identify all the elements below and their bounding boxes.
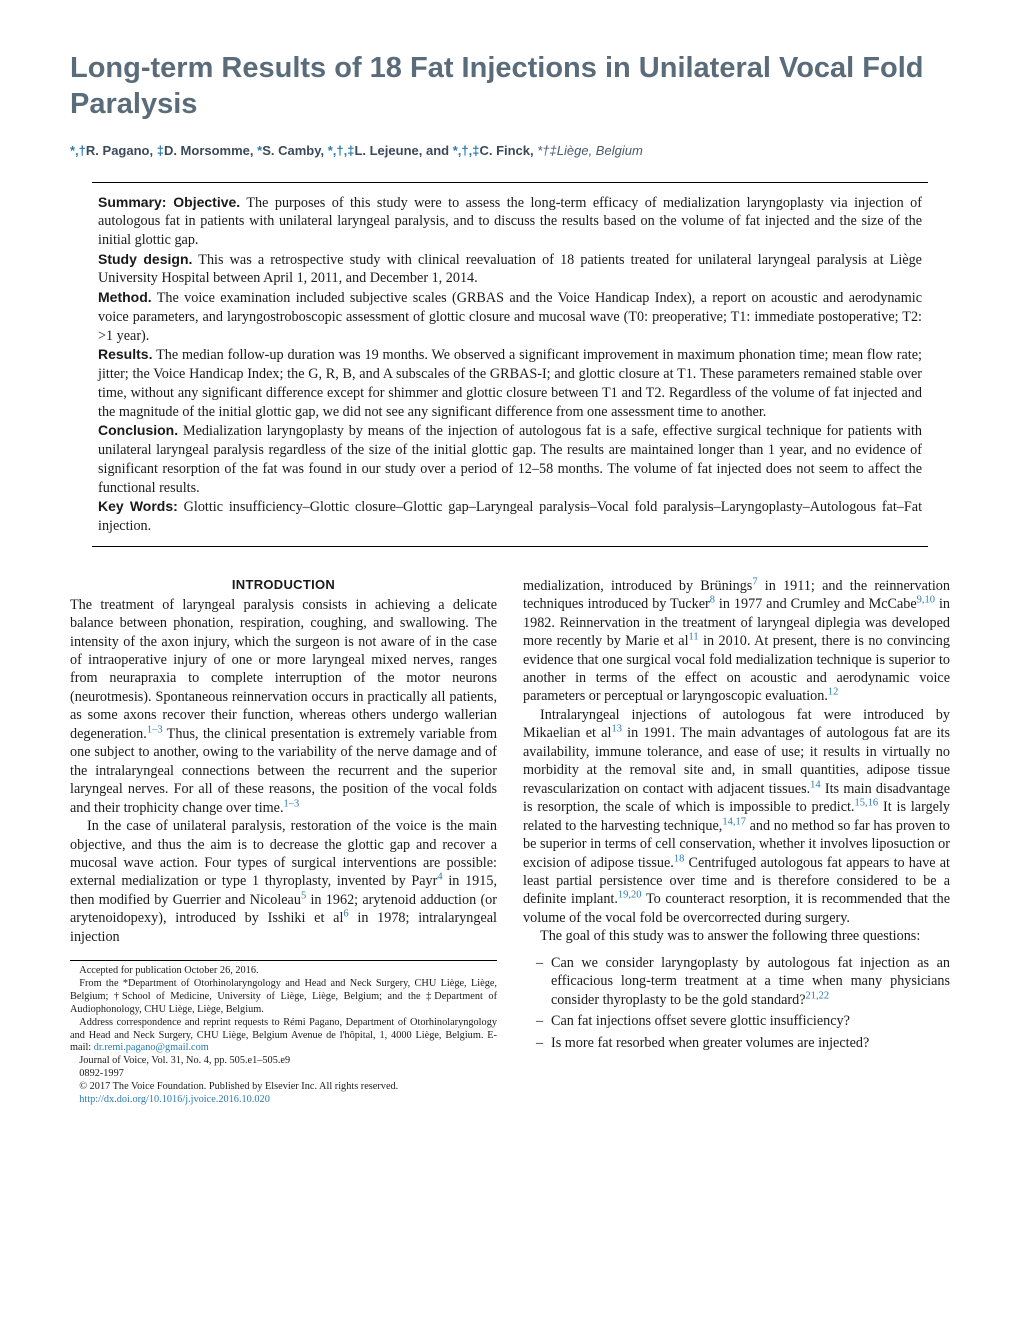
keywords-label: Key Words: (98, 498, 178, 514)
intro-paragraph-2: In the case of unilateral paralysis, res… (70, 817, 497, 946)
intro-p1-text-a: The treatment of laryngeal paralysis con… (70, 597, 497, 742)
citation-link[interactable]: 18 (674, 853, 685, 864)
citation-link[interactable]: 14,17 (722, 816, 746, 827)
summary-label: Summary: Objective. (98, 194, 240, 210)
footnote-doi: http://dx.doi.org/10.1016/j.jvoice.2016.… (70, 1094, 497, 1107)
conclusion-label: Conclusion. (98, 422, 178, 438)
citation-link[interactable]: 11 (689, 631, 699, 642)
abstract-objective: Summary: Objective. The purposes of this… (98, 193, 922, 250)
research-question-3: Is more fat resorbed when greater volume… (551, 1034, 950, 1052)
abstract-method: Method. The voice examination included s… (98, 288, 922, 345)
introduction-heading: INTRODUCTION (70, 577, 497, 594)
question-1-text: Can we consider laryngoplasty by autolog… (551, 955, 950, 1008)
design-label: Study design. (98, 251, 192, 267)
intro-paragraph-1: The treatment of laryngeal paralysis con… (70, 596, 497, 817)
abstract-results: Results. The median follow-up duration w… (98, 345, 922, 421)
footnote-copyright: © 2017 The Voice Foundation. Published b… (70, 1081, 497, 1094)
col2-p1-text-a: medialization, introduced by Brünings (523, 578, 752, 594)
abstract-box: Summary: Objective. The purposes of this… (92, 182, 928, 547)
footnote-journal: Journal of Voice, Vol. 31, No. 4, pp. 50… (70, 1055, 497, 1068)
doi-link[interactable]: http://dx.doi.org/10.1016/j.jvoice.2016.… (79, 1094, 270, 1105)
footnote-correspondence: Address correspondence and reprint reque… (70, 1017, 497, 1056)
citation-link[interactable]: 15,16 (854, 797, 878, 808)
research-questions-list: Can we consider laryngoplasty by autolog… (523, 954, 950, 1052)
footnote-issn: 0892-1997 (70, 1068, 497, 1081)
article-title: Long-term Results of 18 Fat Injections i… (70, 50, 950, 123)
right-column: medialization, introduced by Brünings7 i… (523, 577, 950, 1107)
citation-link[interactable]: 1–3 (147, 724, 163, 735)
abstract-keywords: Key Words: Glottic insufficiency–Glottic… (98, 497, 922, 535)
conclusion-text: Medialization laryngoplasty by means of … (98, 423, 922, 495)
author-list: *,†R. Pagano, ‡D. Morsomme, *S. Camby, *… (70, 143, 950, 158)
method-label: Method. (98, 289, 152, 305)
citation-link[interactable]: 19,20 (618, 890, 642, 901)
footnotes-block: Accepted for publication October 26, 201… (70, 960, 497, 1106)
footnote-affiliations: From the *Department of Otorhinolaryngol… (70, 978, 497, 1017)
intro-paragraph-4: The goal of this study was to answer the… (523, 927, 950, 945)
abstract-conclusion: Conclusion. Medialization laryngoplasty … (98, 421, 922, 497)
research-question-2: Can fat injections offset severe glottic… (551, 1012, 950, 1030)
research-question-1: Can we consider laryngoplasty by autolog… (551, 954, 950, 1009)
abstract-design: Study design. This was a retrospective s… (98, 250, 922, 288)
correspondence-email-link[interactable]: dr.remi.pagano@gmail.com (94, 1042, 209, 1053)
footnote-accepted: Accepted for publication October 26, 201… (70, 965, 497, 978)
col2-p1-text-c: in 1977 and Crumley and McCabe (715, 596, 917, 612)
results-label: Results. (98, 346, 152, 362)
results-text: The median follow-up duration was 19 mon… (98, 347, 922, 419)
citation-link[interactable]: 1–3 (284, 798, 300, 809)
citation-link[interactable]: 12 (828, 687, 839, 698)
intro-paragraph-3: Intralaryngeal injections of autologous … (523, 706, 950, 927)
intro-paragraph-2-cont: medialization, introduced by Brünings7 i… (523, 577, 950, 706)
citation-link[interactable]: 21,22 (806, 990, 830, 1001)
citation-link[interactable]: 9,10 (917, 594, 935, 605)
design-text: This was a retrospective study with clin… (98, 252, 922, 287)
body-columns: INTRODUCTION The treatment of laryngeal … (70, 577, 950, 1107)
method-text: The voice examination included subjectiv… (98, 290, 922, 343)
keywords-text: Glottic insufficiency–Glottic closure–Gl… (98, 499, 922, 534)
intro-p2-text-a: In the case of unilateral paralysis, res… (70, 818, 497, 889)
citation-link[interactable]: 13 (611, 724, 622, 735)
left-column: INTRODUCTION The treatment of laryngeal … (70, 577, 497, 1107)
citation-link[interactable]: 14 (810, 779, 821, 790)
